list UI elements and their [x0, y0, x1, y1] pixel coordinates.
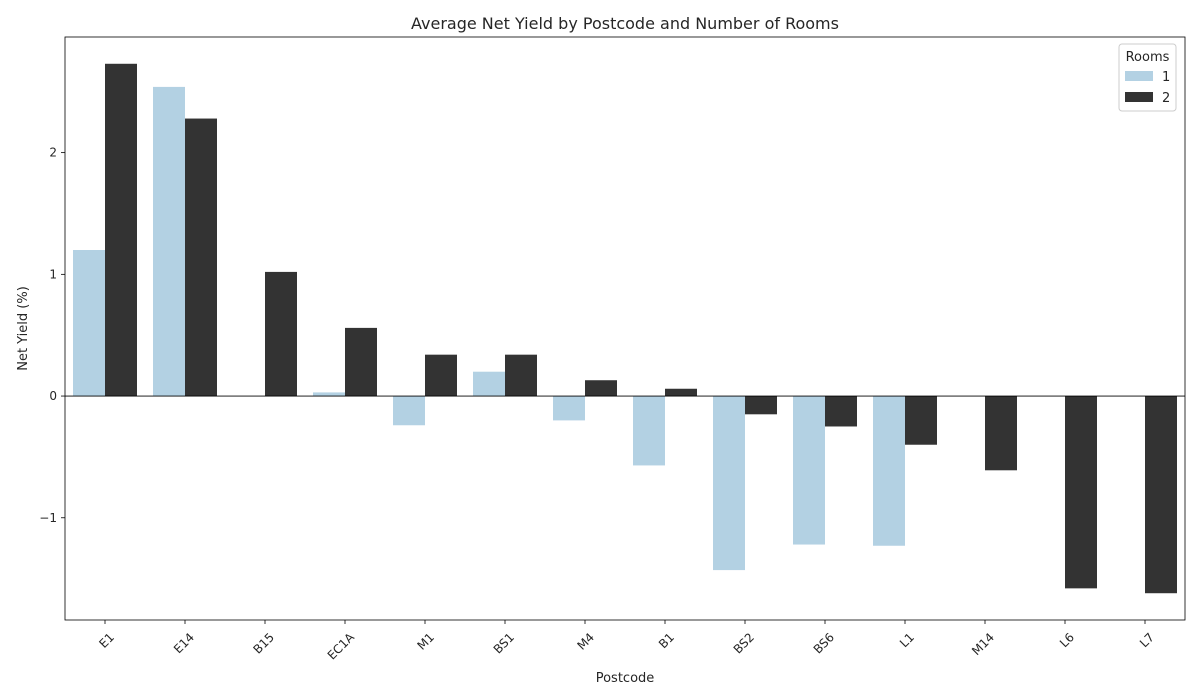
bar-M4-rooms-1	[553, 396, 585, 421]
x-tick-label: B1	[656, 630, 677, 651]
x-tick-label: E14	[171, 630, 197, 656]
x-tick-label: B15	[251, 630, 278, 657]
x-axis-title: Postcode	[596, 671, 655, 686]
x-tick-label: L1	[897, 630, 917, 650]
bar-M1-rooms-1	[393, 396, 425, 426]
y-tick-label: 1	[49, 267, 57, 281]
bar-E1-rooms-2	[105, 63, 137, 397]
y-tick-label: −1	[39, 511, 57, 525]
x-tick-label: E1	[96, 630, 117, 651]
legend-swatch-rooms-2	[1125, 92, 1153, 102]
x-tick-label: EC1A	[325, 630, 358, 663]
legend: Rooms 1 2	[1118, 43, 1177, 112]
legend-label-rooms-2: 2	[1162, 91, 1170, 106]
x-tick-label: M4	[574, 630, 597, 653]
bar-L1-rooms-2	[905, 396, 937, 445]
bar-BS6-rooms-1	[793, 396, 825, 545]
legend-label-rooms-1: 1	[1162, 70, 1170, 85]
bar-BS6-rooms-2	[825, 396, 857, 427]
bar-L1-rooms-1	[873, 396, 905, 546]
bar-M1-rooms-2	[425, 354, 457, 397]
bar-L7-rooms-2	[1145, 396, 1177, 594]
y-axis-title: Net Yield (%)	[16, 286, 31, 371]
bar-M14-rooms-2	[985, 396, 1017, 471]
x-tick-label: M14	[969, 630, 997, 658]
bar-B1-rooms-2	[665, 388, 697, 397]
x-tick-label: BS2	[731, 630, 757, 656]
x-tick-label: L6	[1057, 630, 1077, 650]
x-tick-label: M1	[414, 630, 437, 653]
legend-title: Rooms	[1126, 50, 1170, 65]
plot-area: −1 0 1 2 E1 E14 B15 EC1A M1 BS1 M4 B1 BS2 BS6 L1 M14 L6 L…	[39, 36, 1186, 663]
bar-M4-rooms-2	[585, 380, 617, 397]
bar-BS2-rooms-1	[713, 396, 745, 571]
bar-E1-rooms-1	[73, 249, 105, 397]
bar-L6-rooms-2	[1065, 396, 1097, 589]
y-tick-label: 2	[49, 146, 57, 160]
bar-BS2-rooms-2	[745, 396, 777, 415]
plot-frame	[64, 36, 1186, 621]
legend-swatch-rooms-1	[1125, 71, 1153, 81]
bar-EC1A-rooms-1	[313, 392, 345, 397]
chart-title: Average Net Yield by Postcode and Number…	[411, 14, 839, 33]
bar-BS1-rooms-1	[473, 371, 505, 397]
bar-BS1-rooms-2	[505, 354, 537, 397]
x-tick-label: BS6	[811, 630, 837, 656]
x-tick-label: L7	[1137, 630, 1157, 650]
bar-E14-rooms-1	[153, 86, 185, 397]
bar-EC1A-rooms-2	[345, 327, 377, 397]
bar-B15-rooms-2	[265, 271, 297, 397]
y-tick-label: 0	[49, 389, 57, 403]
bar-E14-rooms-2	[185, 118, 217, 397]
bar-B1-rooms-1	[633, 396, 665, 466]
x-tick-label: BS1	[491, 630, 517, 656]
